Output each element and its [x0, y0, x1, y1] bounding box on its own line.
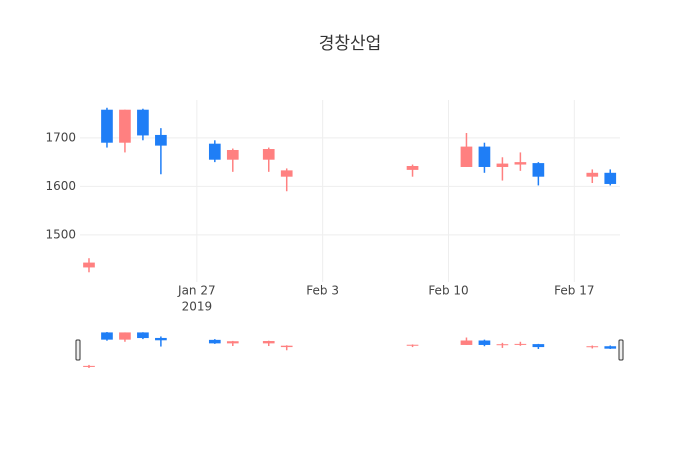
candle-body [586, 346, 599, 348]
x-tick-label: Jan 27 [177, 284, 216, 298]
candle-body [208, 143, 221, 160]
x-tick-label: Feb 17 [554, 284, 594, 298]
candle-body [101, 332, 113, 340]
candle-body [226, 341, 239, 344]
range-slider-handle[interactable] [75, 339, 81, 361]
candle-body [262, 149, 275, 160]
x-tick-label: Feb 3 [306, 284, 339, 298]
range-slider-handle[interactable] [618, 339, 624, 361]
candle-body [406, 166, 419, 170]
candle-body [586, 172, 599, 177]
candle-body [101, 109, 113, 143]
candle-body [280, 170, 293, 177]
candle-body [532, 163, 545, 177]
candle-body [496, 163, 509, 167]
candle-body [137, 109, 149, 136]
candle-body [262, 341, 275, 344]
candle-body [514, 343, 527, 345]
chart-title: 경창산업 [319, 34, 382, 54]
candle-body [460, 340, 473, 345]
candle-body [137, 332, 149, 339]
candle-body [226, 149, 239, 160]
candle-body [280, 345, 293, 348]
x-tick-label: Feb 10 [428, 284, 468, 298]
candle-body [532, 344, 545, 348]
candle-body [514, 162, 527, 165]
candle-body [496, 344, 509, 346]
candle-body [155, 337, 167, 341]
candle-body [83, 365, 95, 367]
candle-body [119, 332, 131, 340]
candle-body [119, 109, 131, 143]
candle-body [155, 134, 167, 146]
candle-body [460, 146, 473, 167]
candle-body [83, 262, 95, 268]
range-slider-bg [79, 327, 621, 373]
candle-body [478, 340, 491, 345]
x-year-label: 2019 [182, 300, 213, 314]
y-tick-label: 1700 [45, 130, 76, 144]
y-tick-label: 1500 [45, 227, 76, 241]
candle-body [478, 146, 491, 167]
y-tick-label: 1600 [45, 179, 76, 193]
candle-body [208, 339, 221, 344]
candle-body [604, 172, 617, 184]
candle-body [604, 346, 617, 349]
candle-body [406, 344, 419, 346]
